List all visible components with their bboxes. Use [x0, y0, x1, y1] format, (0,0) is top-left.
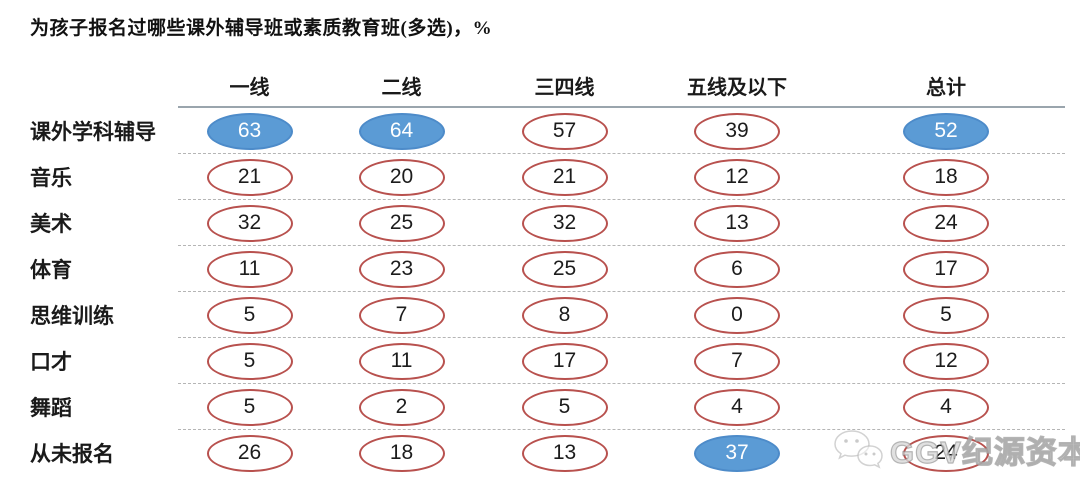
value-oval: 13: [694, 204, 780, 242]
row-label: 从未报名: [30, 442, 114, 466]
row-label: 体育: [30, 258, 72, 282]
value-oval: 12: [903, 342, 989, 380]
value-oval: 37: [694, 434, 780, 472]
value-oval: 64: [358, 112, 445, 150]
value-oval: 24: [903, 434, 989, 472]
row-label: 课外学科辅导: [30, 120, 156, 144]
value-oval: 24: [903, 204, 989, 242]
column-header-tier2: 二线: [381, 76, 422, 99]
value-oval: 63: [206, 112, 293, 150]
value-oval: 5: [521, 388, 608, 426]
value-oval: 25: [358, 204, 445, 242]
row-label: 思维训练: [30, 304, 114, 328]
value-oval: 21: [521, 158, 608, 196]
value-oval: 26: [206, 434, 293, 472]
chart-title: 为孩子报名过哪些课外辅导班或素质教育班(多选)，%: [30, 18, 493, 39]
value-oval: 32: [521, 204, 608, 242]
table-row: 体育 11 23 25 6 17: [30, 246, 1065, 292]
row-label: 美术: [30, 212, 72, 236]
row-label: 音乐: [30, 166, 72, 190]
table-row: 课外学科辅导 63 64 57 39 52: [30, 108, 1065, 154]
value-oval: 0: [694, 296, 780, 334]
value-oval: 8: [521, 296, 608, 334]
value-oval: 57: [521, 112, 608, 150]
table-row: 思维训练 5 7 8 0 5: [30, 292, 1065, 338]
table-row: 从未报名 26 18 13 37 24: [30, 430, 1065, 476]
value-oval: 17: [903, 250, 989, 288]
data-table: 一线 二线 三四线 五线及以下 总计 课外学科辅导 63 64 57 39 52…: [30, 62, 1065, 476]
column-header-row: 一线 二线 三四线 五线及以下 总计: [30, 62, 1065, 108]
value-oval: 20: [358, 158, 445, 196]
table-row: 口才 5 11 17 7 12: [30, 338, 1065, 384]
column-header-tier1: 一线: [229, 76, 270, 99]
value-oval: 5: [206, 296, 293, 334]
value-oval: 11: [358, 342, 445, 380]
value-oval: 39: [694, 112, 780, 150]
value-oval: 32: [206, 204, 293, 242]
column-header-tier34: 三四线: [534, 76, 595, 99]
value-oval: 21: [206, 158, 293, 196]
value-oval: 4: [903, 388, 989, 426]
value-oval: 5: [206, 388, 293, 426]
value-oval: 7: [694, 342, 780, 380]
column-header-total: 总计: [926, 76, 966, 99]
value-oval: 5: [206, 342, 293, 380]
value-oval: 13: [521, 434, 608, 472]
value-oval: 25: [521, 250, 608, 288]
row-label: 舞蹈: [30, 396, 72, 420]
table-row: 舞蹈 5 2 5 4 4: [30, 384, 1065, 430]
value-oval: 2: [358, 388, 445, 426]
value-oval: 23: [358, 250, 445, 288]
value-oval: 6: [694, 250, 780, 288]
value-oval: 5: [903, 296, 989, 334]
value-oval: 12: [694, 158, 780, 196]
value-oval: 7: [358, 296, 445, 334]
value-oval: 18: [903, 158, 989, 196]
table-row: 美术 32 25 32 13 24: [30, 200, 1065, 246]
table-row: 音乐 21 20 21 12 18: [30, 154, 1065, 200]
value-oval: 11: [206, 250, 293, 288]
value-oval: 4: [694, 388, 780, 426]
value-oval: 52: [903, 112, 989, 150]
column-header-tier5: 五线及以下: [687, 76, 787, 99]
value-oval: 18: [358, 434, 445, 472]
value-oval: 17: [521, 342, 608, 380]
row-label: 口才: [30, 350, 72, 374]
